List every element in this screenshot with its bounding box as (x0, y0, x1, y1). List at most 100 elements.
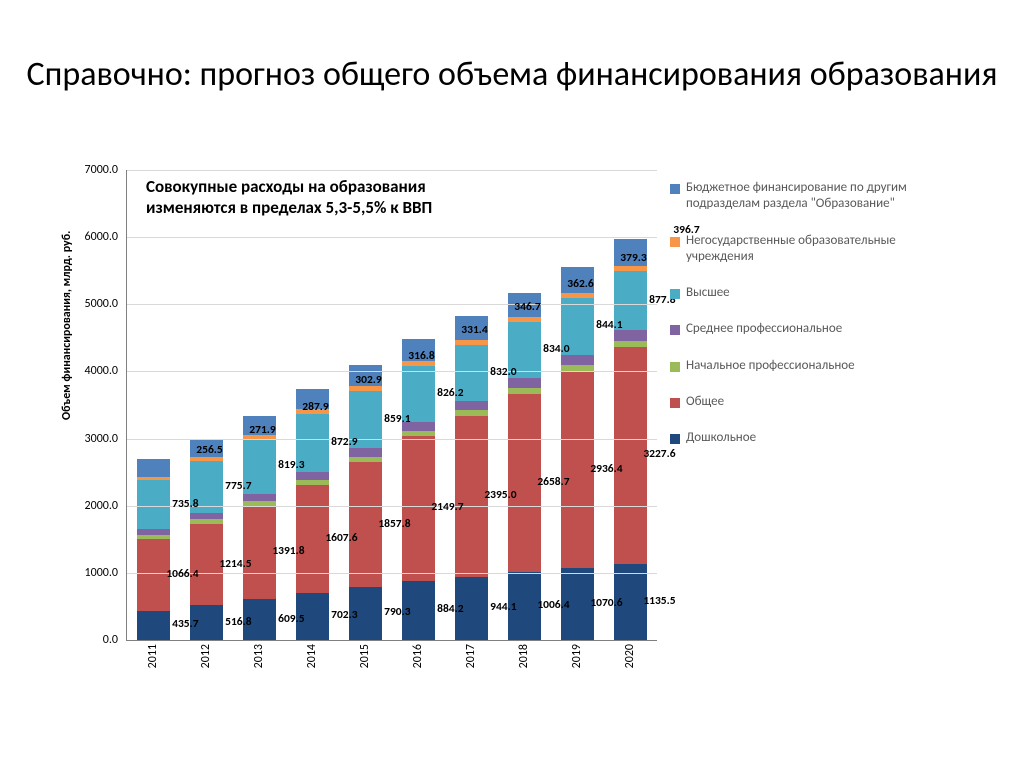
data-label-higher: 832.0 (467, 367, 517, 379)
data-label-higher: 819.3 (255, 460, 305, 472)
legend-text: Дошкольное (686, 430, 756, 446)
bar-segment-secondary_prof (349, 448, 383, 456)
bar-segment-non_state (508, 317, 542, 322)
bar-segment-primary_prof (137, 535, 171, 539)
bar-segment-secondary_prof (296, 472, 330, 480)
data-label-general: 2658.7 (520, 477, 570, 489)
bar-segment-primary_prof (349, 457, 383, 462)
data-label-general: 1066.4 (149, 569, 199, 581)
data-label-general: 1857.8 (361, 519, 411, 531)
bar-segment-secondary_prof (508, 378, 542, 388)
legend-text: Бюджетное финансирование по другим подра… (686, 180, 960, 213)
data-label-preschool: 702.3 (308, 610, 358, 622)
bar-segment-non_state (190, 457, 224, 461)
x-category-label: 2011 (146, 644, 160, 668)
bar-segment-secondary_prof (243, 494, 277, 501)
data-label-preschool: 1006.4 (520, 600, 570, 612)
data-label-budget_other: 331.4 (455, 325, 495, 337)
bar-segment-secondary_prof (455, 401, 489, 410)
bar-segment-secondary_prof (561, 355, 595, 365)
y-tick-label: 7000.0 (85, 163, 118, 177)
data-label-preschool: 609.5 (255, 614, 305, 626)
page-title: Справочно: прогноз общего объема финанси… (0, 55, 1024, 96)
data-label-budget_other: 256.5 (190, 445, 230, 457)
chart-annotation: Совокупные расходы на образования изменя… (146, 176, 456, 219)
legend-swatch (670, 362, 680, 372)
y-tick-label: 3000.0 (85, 432, 118, 446)
legend-item-higher: Высшее (670, 285, 960, 301)
data-label-preschool: 790.3 (361, 607, 411, 619)
x-category-label: 2016 (411, 644, 425, 668)
funding-chart: Объем финансирования, млрд. руб. 0.01000… (70, 170, 950, 730)
bar-segment-budget_other (137, 459, 171, 476)
x-category-label: 2014 (305, 644, 319, 668)
data-label-budget_other: 287.9 (296, 402, 336, 414)
data-label-higher: 834.0 (520, 344, 570, 356)
bar-segment-primary_prof (614, 341, 648, 347)
y-tick-label: 1000.0 (85, 566, 118, 580)
bar-segment-secondary_prof (137, 529, 171, 535)
data-label-budget_other: 362.6 (561, 279, 601, 291)
data-label-preschool: 1135.5 (626, 596, 676, 608)
legend-text: Среднее профессиональное (686, 321, 842, 337)
data-label-preschool: 1070.6 (573, 598, 623, 610)
x-category-label: 2019 (570, 644, 584, 668)
data-label-general: 2395.0 (467, 490, 517, 502)
bar-segment-primary_prof (561, 365, 595, 371)
bar-segment-primary_prof (455, 410, 489, 416)
data-label-preschool: 884.2 (414, 604, 464, 616)
bar-segment-primary_prof (190, 519, 224, 523)
x-category-label: 2018 (517, 644, 531, 668)
x-category-label: 2012 (199, 644, 213, 668)
legend-swatch (670, 237, 680, 247)
legend-swatch (670, 289, 680, 299)
grid-line (127, 439, 657, 440)
plot-area: 435.71066.4735.8256.5516.81214.5775.7271… (126, 170, 657, 641)
legend-text: Негосударственные образовательные учрежд… (686, 233, 960, 266)
y-tick-label: 0.0 (103, 633, 118, 647)
x-category-label: 2013 (252, 644, 266, 668)
legend-swatch (670, 434, 680, 444)
bar-segment-non_state (455, 340, 489, 345)
data-label-budget_other: 302.9 (349, 375, 389, 387)
y-tick-label: 5000.0 (85, 297, 118, 311)
grid-line (127, 371, 657, 372)
y-tick-label: 4000.0 (85, 364, 118, 378)
legend-swatch (670, 398, 680, 408)
grid-line (127, 573, 657, 574)
x-category-label: 2015 (358, 644, 372, 668)
legend-swatch (670, 325, 680, 335)
bar-segment-primary_prof (296, 480, 330, 485)
legend-text: Общее (686, 394, 724, 410)
y-tick-label: 2000.0 (85, 499, 118, 513)
data-label-general: 1391.8 (255, 546, 305, 558)
data-label-higher: 859.1 (361, 414, 411, 426)
data-label-budget_other: 346.7 (508, 302, 548, 314)
data-label-general: 1214.5 (202, 559, 252, 571)
data-label-higher: 877.8 (626, 295, 676, 307)
data-label-general: 2149.7 (414, 502, 464, 514)
data-label-budget_other: 316.8 (402, 351, 442, 363)
legend-item-primary_prof: Начальное профессиональное (670, 358, 960, 374)
grid-line (127, 304, 657, 305)
legend-item-preschool: Дошкольное (670, 430, 960, 446)
data-label-general: 2936.4 (573, 464, 623, 476)
legend-item-general: Общее (670, 394, 960, 410)
legend-item-non_state: Негосударственные образовательные учрежд… (670, 233, 960, 266)
y-axis-ticks: 0.01000.02000.03000.04000.05000.06000.07… (70, 170, 122, 640)
x-category-label: 2017 (464, 644, 478, 668)
legend-item-budget_other: Бюджетное финансирование по другим подра… (670, 180, 960, 213)
bar-segment-non_state (561, 293, 595, 298)
data-label-general: 1607.6 (308, 533, 358, 545)
bar-segment-non_state (614, 266, 648, 271)
y-tick-label: 6000.0 (85, 230, 118, 244)
data-label-budget_other: 271.9 (243, 425, 283, 437)
data-label-higher: 735.8 (149, 499, 199, 511)
legend-swatch (670, 184, 680, 194)
legend-item-secondary_prof: Среднее профессиональное (670, 321, 960, 337)
data-label-preschool: 516.8 (202, 617, 252, 629)
data-label-general: 3227.6 (626, 449, 676, 461)
legend-text: Высшее (686, 285, 730, 301)
bar-segment-non_state (137, 477, 171, 480)
data-label-preschool: 435.7 (149, 619, 199, 631)
